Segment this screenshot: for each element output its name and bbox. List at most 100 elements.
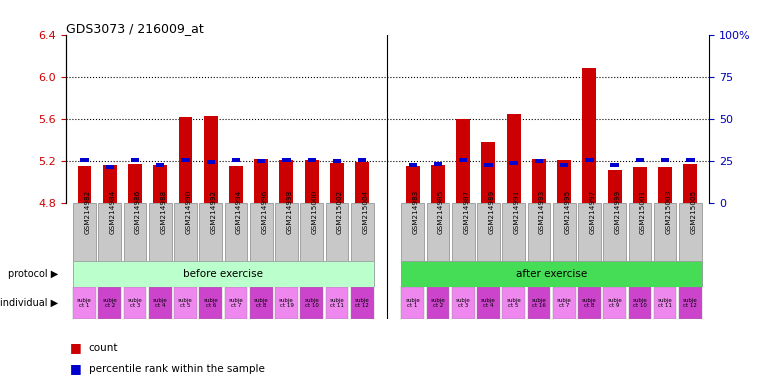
Text: GSM215000: GSM215000 <box>311 190 318 234</box>
Text: GSM214984: GSM214984 <box>109 190 116 234</box>
Bar <box>179 117 193 203</box>
Bar <box>557 160 571 203</box>
Bar <box>654 203 676 261</box>
Bar <box>434 162 442 166</box>
Bar <box>502 203 525 261</box>
Bar <box>254 159 268 203</box>
Bar <box>325 203 348 261</box>
Text: subje
ct 12: subje ct 12 <box>355 298 369 308</box>
Text: GSM214990: GSM214990 <box>186 190 191 234</box>
Bar <box>78 166 92 203</box>
Text: subje
ct 16: subje ct 16 <box>531 298 547 308</box>
Bar <box>603 287 626 319</box>
Text: ■: ■ <box>69 362 81 375</box>
Bar <box>628 203 651 261</box>
Bar <box>553 203 575 261</box>
Text: subje
ct 11: subje ct 11 <box>329 298 345 308</box>
Bar <box>282 158 291 162</box>
Text: subje
ct 7: subje ct 7 <box>557 298 571 308</box>
Bar <box>654 287 676 319</box>
Text: subje
ct 2: subje ct 2 <box>103 298 117 308</box>
Bar <box>99 203 121 261</box>
Text: subje
ct 2: subje ct 2 <box>430 298 446 308</box>
Text: subje
ct 4: subje ct 4 <box>153 298 167 308</box>
Bar <box>149 203 172 261</box>
Bar <box>250 203 273 261</box>
Text: individual ▶: individual ▶ <box>0 298 58 308</box>
Text: subje
ct 5: subje ct 5 <box>178 298 193 308</box>
Bar <box>358 158 366 162</box>
Bar <box>156 163 164 167</box>
Bar <box>275 287 298 319</box>
Bar <box>73 261 373 287</box>
Bar <box>686 158 695 162</box>
Bar <box>578 287 601 319</box>
Bar <box>174 287 197 319</box>
Text: subje
ct 1: subje ct 1 <box>77 298 92 308</box>
Bar <box>636 158 644 162</box>
Text: GSM214992: GSM214992 <box>210 190 217 234</box>
Bar <box>402 203 424 261</box>
Text: subje
ct 10: subje ct 10 <box>632 298 648 308</box>
Text: GSM215003: GSM215003 <box>665 190 671 234</box>
Bar <box>527 287 550 319</box>
Bar <box>351 287 373 319</box>
Text: GSM214999: GSM214999 <box>614 190 621 234</box>
Text: before exercise: before exercise <box>183 269 264 279</box>
Bar <box>456 119 470 203</box>
Bar <box>257 159 265 163</box>
Bar <box>459 158 467 162</box>
Bar <box>301 287 323 319</box>
Text: subje
ct 4: subje ct 4 <box>481 298 496 308</box>
Text: subje
ct 6: subje ct 6 <box>204 298 218 308</box>
Bar <box>103 165 116 203</box>
Bar <box>679 287 702 319</box>
Bar <box>207 160 215 164</box>
Bar <box>527 203 550 261</box>
Text: GSM214988: GSM214988 <box>160 190 167 234</box>
Bar <box>661 158 669 162</box>
Bar <box>123 203 146 261</box>
Bar <box>585 158 594 162</box>
Bar <box>510 161 518 165</box>
Bar <box>308 158 316 162</box>
Bar <box>73 203 96 261</box>
Text: GSM214983: GSM214983 <box>412 190 419 234</box>
Bar <box>611 163 619 167</box>
Text: subje
ct 7: subje ct 7 <box>228 298 244 308</box>
Text: GSM214989: GSM214989 <box>488 190 494 234</box>
Bar <box>406 166 419 203</box>
Text: GSM214987: GSM214987 <box>463 190 470 234</box>
Bar <box>603 203 626 261</box>
Bar <box>325 287 348 319</box>
Text: GSM215001: GSM215001 <box>640 190 646 234</box>
Text: GSM214997: GSM214997 <box>589 190 595 234</box>
Bar <box>224 203 247 261</box>
Text: subje
ct 3: subje ct 3 <box>456 298 470 308</box>
Text: GSM214995: GSM214995 <box>564 190 570 234</box>
Bar <box>628 287 651 319</box>
Text: GSM214994: GSM214994 <box>236 190 242 234</box>
Bar <box>560 163 568 167</box>
Bar <box>608 170 621 203</box>
Bar <box>477 287 500 319</box>
Text: GSM214996: GSM214996 <box>261 190 268 234</box>
Text: ■: ■ <box>69 341 81 354</box>
Bar <box>351 203 373 261</box>
Bar <box>402 261 702 287</box>
Bar <box>275 203 298 261</box>
Text: subje
ct 8: subje ct 8 <box>582 298 597 308</box>
Bar <box>232 158 240 162</box>
Bar <box>658 167 672 203</box>
Bar <box>452 287 474 319</box>
Bar <box>484 163 493 167</box>
Bar <box>200 287 222 319</box>
Bar <box>330 163 344 203</box>
Text: GSM214985: GSM214985 <box>438 190 444 234</box>
Bar <box>402 287 424 319</box>
Bar <box>409 163 417 167</box>
Bar <box>426 203 449 261</box>
Text: GSM214991: GSM214991 <box>513 190 520 234</box>
Bar <box>200 203 222 261</box>
Bar <box>250 287 273 319</box>
